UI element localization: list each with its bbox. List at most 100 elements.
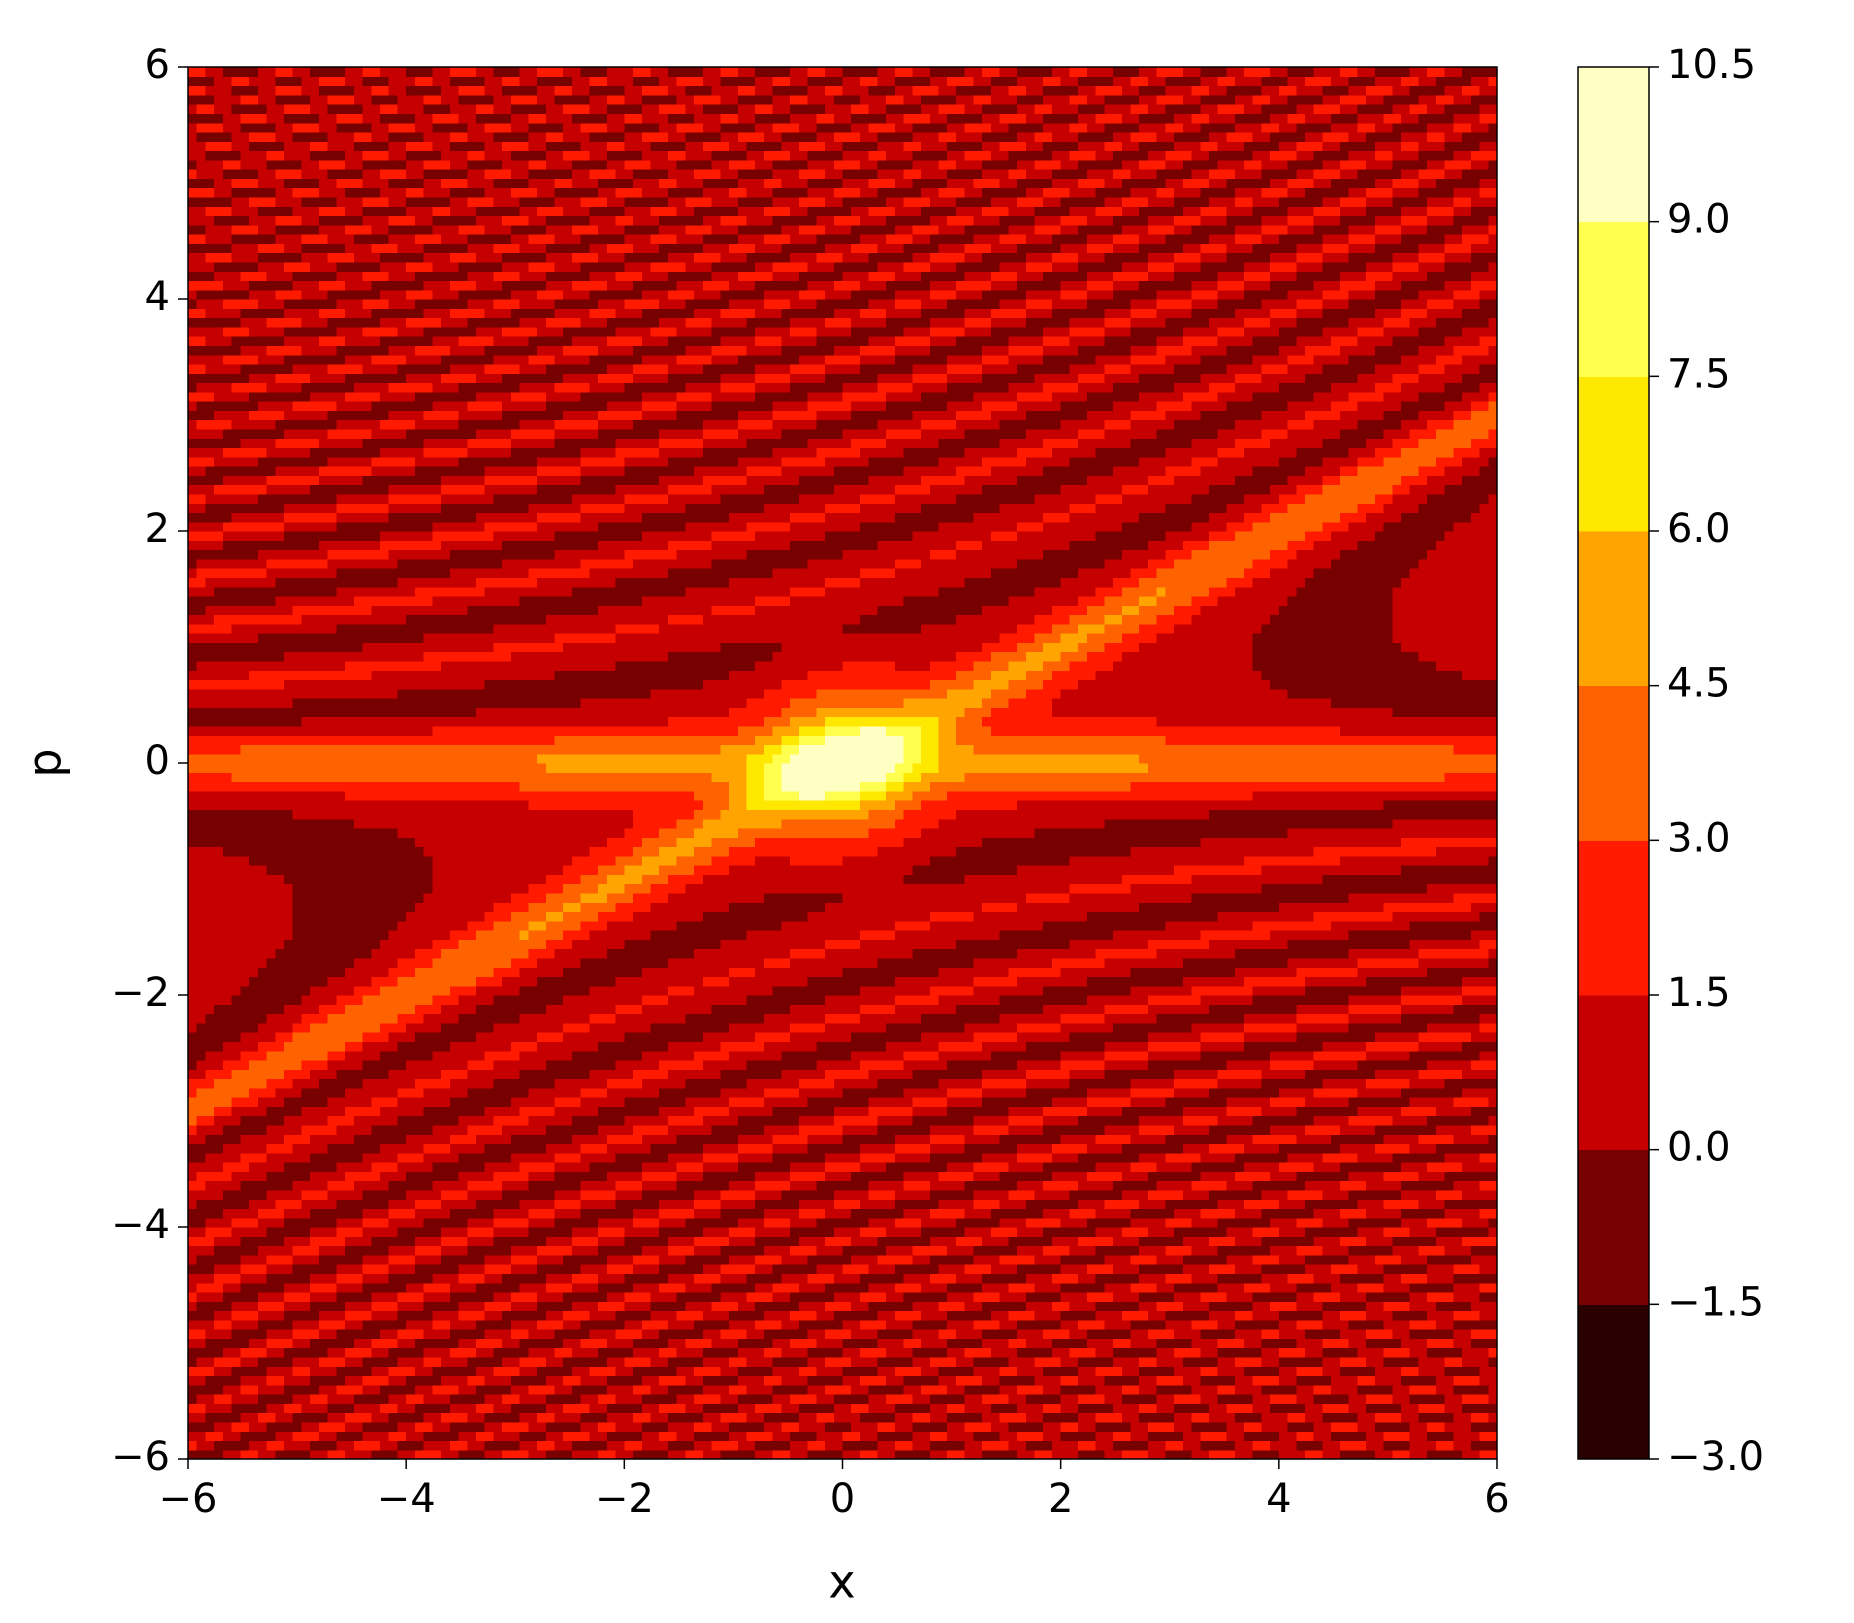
contour-cell — [232, 1134, 241, 1144]
contour-cell — [214, 967, 223, 977]
contour-cell — [258, 1134, 267, 1144]
contour-cell — [249, 364, 258, 374]
contour-cell — [232, 1097, 241, 1107]
contour-cell — [205, 243, 214, 253]
contour-cell — [275, 828, 284, 838]
contour-cell — [223, 318, 232, 328]
contour-cell — [240, 939, 249, 949]
contour-cell — [267, 1264, 276, 1274]
contour-cell — [197, 874, 206, 884]
contour-cell — [214, 243, 223, 253]
contour-cell — [197, 76, 206, 86]
contour-cell — [249, 1014, 258, 1024]
contour-cell — [214, 234, 223, 244]
contour-cell — [205, 874, 214, 884]
contour-cell — [214, 531, 223, 541]
contour-cell — [267, 921, 276, 931]
contour-cell — [275, 633, 284, 643]
contour-cell — [188, 1450, 197, 1460]
contour-cell — [205, 1403, 214, 1413]
contour-cell — [197, 318, 206, 328]
contour-cell — [232, 856, 241, 866]
contour-cell — [188, 698, 197, 708]
contour-cell — [258, 791, 267, 801]
contour-cell — [223, 420, 232, 430]
contour-cell — [258, 364, 267, 374]
contour-cell — [205, 364, 214, 374]
contour-cell — [258, 1171, 267, 1181]
contour-cell — [214, 1385, 223, 1395]
contour-cell — [258, 559, 267, 569]
contour-cell — [214, 615, 223, 625]
contour-cell — [249, 1329, 258, 1339]
contour-cell — [205, 800, 214, 810]
contour-cell — [249, 215, 258, 225]
contour-cell — [249, 577, 258, 587]
contour-cell — [223, 1134, 232, 1144]
contour-cell — [275, 1079, 284, 1089]
contour-cell — [232, 401, 241, 411]
contour-cell — [232, 865, 241, 875]
contour-cell — [232, 1329, 241, 1339]
contour-cell — [214, 670, 223, 680]
contour-cell — [258, 67, 267, 77]
contour-cell — [197, 652, 206, 662]
contour-cell — [232, 540, 241, 550]
contour-cell — [205, 1023, 214, 1033]
contour-cell — [275, 791, 284, 801]
contour-cell — [214, 893, 223, 903]
contour-cell — [205, 271, 214, 281]
contour-cell — [223, 726, 232, 736]
contour-cell — [249, 615, 258, 625]
contour-cell — [258, 86, 267, 96]
contour-cell — [214, 457, 223, 467]
contour-cell — [188, 1004, 197, 1014]
contour-cell — [223, 113, 232, 123]
contour-cell — [205, 1004, 214, 1014]
contour-cell — [197, 809, 206, 819]
contour-cell — [197, 587, 206, 597]
contour-cell — [223, 522, 232, 532]
contour-cell — [249, 1134, 258, 1144]
contour-cell — [232, 355, 241, 365]
contour-cell — [258, 1301, 267, 1311]
contour-cell — [232, 243, 241, 253]
contour-cell — [267, 624, 276, 634]
contour-cell — [223, 1375, 232, 1385]
contour-cell — [249, 735, 258, 745]
contour-cell — [258, 1422, 267, 1432]
contour-cell — [214, 1413, 223, 1423]
contour-cell — [205, 1088, 214, 1098]
contour-cell — [188, 847, 197, 857]
contour-cell — [258, 596, 267, 606]
contour-cell — [223, 485, 232, 495]
contour-cell — [205, 531, 214, 541]
contour-cell — [267, 735, 276, 745]
contour-cell — [223, 141, 232, 151]
contour-cell — [258, 689, 267, 699]
contour-cell — [214, 1236, 223, 1246]
contour-cell — [258, 856, 267, 866]
contour-cell — [249, 1199, 258, 1209]
contour-cell — [240, 661, 249, 671]
contour-cell — [223, 280, 232, 290]
contour-cell — [258, 911, 267, 921]
contour-cell — [267, 1255, 276, 1265]
contour-cell — [232, 1041, 241, 1051]
contour-cell — [197, 1246, 206, 1256]
contour-cell — [214, 1227, 223, 1237]
contour-cell — [267, 967, 276, 977]
contour-cell — [267, 243, 276, 253]
contour-cell — [240, 86, 249, 96]
contour-cell — [214, 1357, 223, 1367]
contour-cell — [249, 1255, 258, 1265]
contour-cell — [205, 308, 214, 318]
contour-cell — [205, 1106, 214, 1116]
contour-cell — [275, 884, 284, 894]
contour-cell — [258, 568, 267, 578]
contour-cell — [197, 707, 206, 717]
contour-cell — [240, 345, 249, 355]
contour-cell — [188, 1162, 197, 1172]
contour-cell — [267, 95, 276, 105]
contour-cell — [249, 652, 258, 662]
